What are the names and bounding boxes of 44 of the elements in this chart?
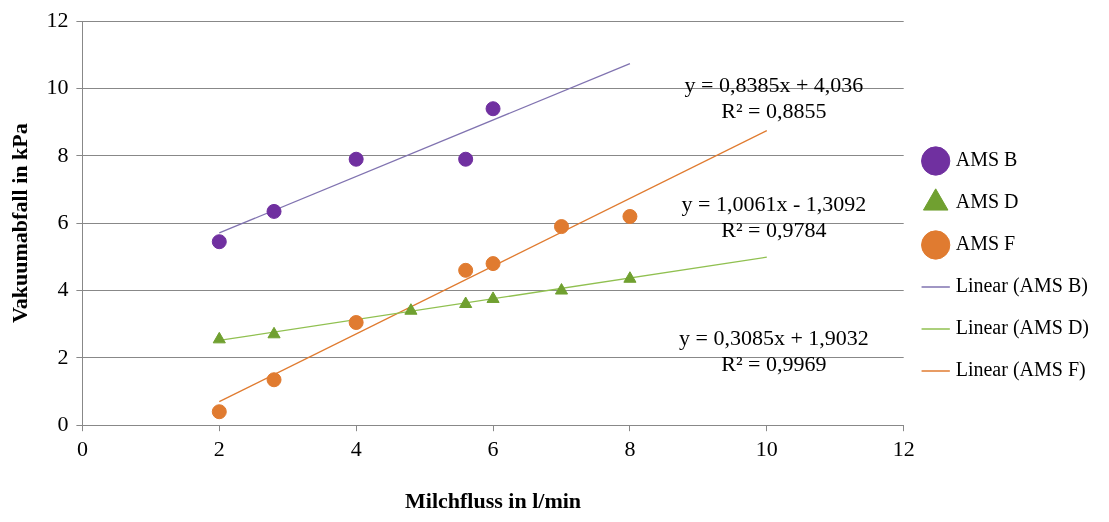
annotation: y = 0,8385x + 4,036 R² = 0,8855 bbox=[684, 71, 864, 123]
x-tick-label: 4 bbox=[350, 436, 362, 462]
y-tick-label: 8 bbox=[57, 141, 69, 167]
point bbox=[266, 372, 282, 388]
point bbox=[485, 101, 501, 117]
y-tick-label: 6 bbox=[57, 208, 69, 234]
legend-label: Linear (AMS D) bbox=[955, 316, 1090, 340]
point bbox=[622, 208, 638, 224]
x-tick-label: 0 bbox=[76, 436, 88, 462]
point bbox=[266, 203, 282, 219]
x-tick-label: 2 bbox=[213, 436, 225, 462]
y-tick-label: 2 bbox=[57, 343, 69, 369]
y-tick-label: 10 bbox=[46, 74, 69, 100]
point bbox=[554, 283, 569, 295]
annotation: y = 1,0061x - 1,3092 R² = 0,9784 bbox=[681, 190, 867, 242]
x-axis-title: Milchfluss in l/min bbox=[405, 488, 582, 514]
point bbox=[486, 291, 500, 303]
point bbox=[211, 234, 227, 250]
x-tick-label: 12 bbox=[892, 436, 915, 462]
legend-label: AMS F bbox=[955, 232, 1016, 255]
y-axis-title: Vakuumabfall in kPa bbox=[6, 123, 32, 324]
legend-label: Linear (AMS F) bbox=[955, 358, 1086, 382]
legend-label: AMS B bbox=[955, 148, 1018, 171]
point bbox=[348, 151, 364, 167]
x-tick-label: 10 bbox=[755, 436, 778, 462]
point bbox=[623, 271, 637, 283]
x-tick-label: 6 bbox=[487, 436, 499, 462]
y-tick-label: 0 bbox=[57, 410, 69, 436]
point bbox=[211, 404, 227, 420]
annotation: y = 0,3085x + 1,9032 R² = 0,9969 bbox=[679, 325, 869, 377]
point bbox=[404, 303, 418, 315]
point bbox=[485, 256, 501, 272]
point bbox=[212, 331, 226, 344]
point bbox=[459, 296, 473, 308]
point bbox=[553, 219, 569, 235]
legend-label: Linear (AMS B) bbox=[955, 274, 1088, 298]
y-tick-label: 12 bbox=[46, 6, 69, 32]
point bbox=[267, 326, 281, 339]
y-tick-label: 4 bbox=[57, 276, 69, 302]
x-tick-label: 8 bbox=[624, 436, 636, 462]
point bbox=[348, 315, 364, 331]
legend-label: AMS D bbox=[955, 190, 1019, 213]
point bbox=[458, 262, 474, 278]
point bbox=[458, 151, 474, 167]
